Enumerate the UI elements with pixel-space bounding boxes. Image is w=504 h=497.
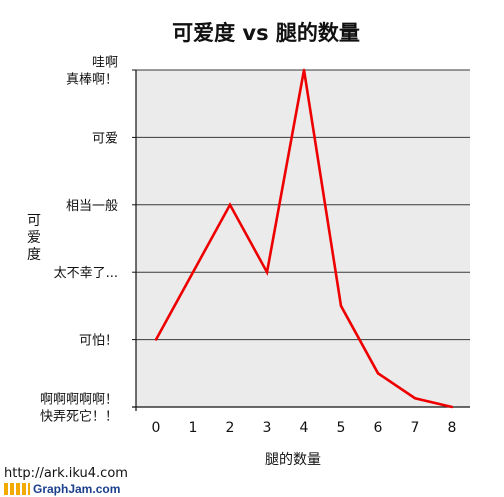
y-axis-label-char: 度 <box>27 247 41 263</box>
y-tick-label: 快弄死它！！ <box>40 409 118 425</box>
y-tick-label: 太不幸了... <box>54 266 118 281</box>
x-tick-label: 5 <box>337 420 346 436</box>
x-tick-label: 0 <box>152 420 161 436</box>
series-layer <box>154 68 454 409</box>
y-axis-label: 可爱度 <box>27 213 41 263</box>
brand-text: GraphJam.com <box>33 482 121 496</box>
data-point <box>302 68 306 72</box>
y-tick-label: 相当一般 <box>66 198 118 214</box>
data-point <box>154 338 158 341</box>
data-point <box>376 372 380 375</box>
y-tick-label: 啊啊啊啊啊！ <box>40 393 118 408</box>
footer-url: http://ark.iku4.com <box>4 466 128 481</box>
y-axis-label-char: 爱 <box>27 230 41 246</box>
x-tick-label: 8 <box>448 420 457 436</box>
data-point <box>339 304 343 308</box>
data-point <box>413 397 417 400</box>
data-point <box>228 203 232 206</box>
y-tick-label: 真棒啊！ <box>66 73 118 88</box>
axes <box>132 69 470 411</box>
x-tick-label: 1 <box>189 420 198 436</box>
x-tick-label: 2 <box>226 420 235 436</box>
y-axis-label-char: 可 <box>27 213 41 229</box>
y-tick-label: 哇啊 <box>92 56 118 71</box>
footer-brand: GraphJam.com <box>4 482 120 496</box>
data-point <box>450 405 454 409</box>
chart-title: 可爱度 vs 腿的数量 <box>172 21 360 45</box>
x-tick-labels: 0 1 2 3 4 5 6 7 8 <box>152 420 457 436</box>
x-tick-label: 4 <box>300 420 309 436</box>
brand-logo-icon <box>4 483 30 495</box>
x-axis-label: 腿的数量 <box>265 452 321 468</box>
data-point <box>191 271 195 274</box>
x-tick-label: 7 <box>411 420 420 436</box>
y-tick-label: 可爱 <box>92 131 118 146</box>
x-tick-label: 3 <box>263 420 272 436</box>
data-point <box>265 271 269 274</box>
x-tick-label: 6 <box>374 420 383 436</box>
y-tick-label: 可怕！ <box>79 334 118 349</box>
plot-area <box>136 70 470 407</box>
